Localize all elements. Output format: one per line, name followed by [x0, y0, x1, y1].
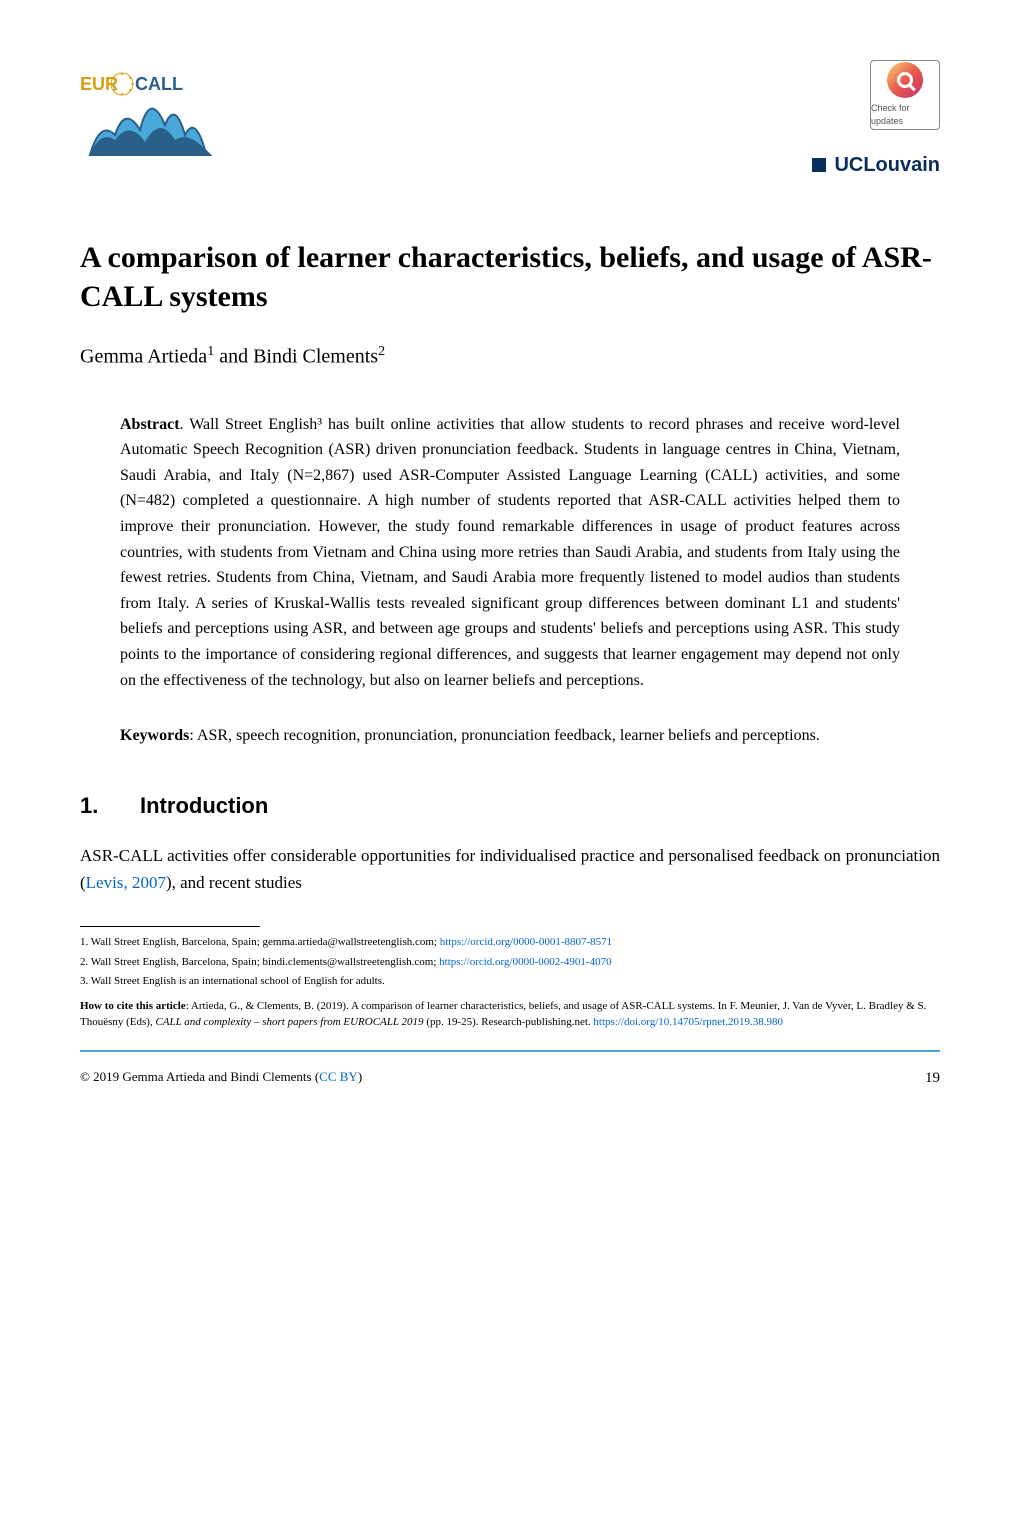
- abstract: Abstract. Wall Street English³ has built…: [120, 412, 900, 694]
- copyright-text: © 2019 Gemma Artieda and Bindi Clements …: [80, 1067, 362, 1090]
- check-updates-icon: [887, 62, 923, 98]
- howto-italic: CALL and complexity – short papers from …: [155, 1016, 423, 1028]
- how-to-cite: How to cite this article: Artieda, G., &…: [80, 999, 940, 1030]
- abstract-label: Abstract: [120, 416, 180, 433]
- keywords-label: Keywords: [120, 727, 189, 744]
- keywords-text: : ASR, speech recognition, pronunciation…: [189, 727, 819, 744]
- uclouvain-logo: UCLouvain: [812, 150, 940, 180]
- howto-text-mid: (pp. 19-25). Research-publishing.net.: [424, 1016, 594, 1028]
- howto-doi-link[interactable]: https://doi.org/10.14705/rpnet.2019.38.9…: [593, 1016, 783, 1028]
- footnote-1-link[interactable]: https://orcid.org/0000-0001-8807-8571: [440, 936, 612, 948]
- section-heading: 1.Introduction: [80, 789, 940, 822]
- svg-text:CALL: CALL: [135, 74, 183, 94]
- howto-label: How to cite this article: [80, 1000, 186, 1012]
- copyright-row: © 2019 Gemma Artieda and Bindi Clements …: [80, 1067, 940, 1090]
- bottom-separator: [80, 1050, 940, 1052]
- citation-link[interactable]: Levis, 2007: [86, 873, 166, 892]
- uclouvain-box-icon: [812, 158, 826, 172]
- page-number: 19: [925, 1067, 940, 1090]
- footnote-2-text: 2. Wall Street English, Barcelona, Spain…: [80, 956, 439, 968]
- eurocall-logo: EUR CALL: [80, 60, 220, 198]
- check-updates-label: Check for updates: [871, 102, 939, 129]
- footnote-3: 3. Wall Street English is an internation…: [80, 974, 940, 989]
- section-number: 1.: [80, 789, 140, 822]
- right-logos: Check for updates UCLouvain: [812, 60, 940, 180]
- footnote-1: 1. Wall Street English, Barcelona, Spain…: [80, 935, 940, 950]
- page-title: A comparison of learner characteristics,…: [80, 238, 940, 316]
- footnote-2: 2. Wall Street English, Barcelona, Spain…: [80, 955, 940, 970]
- uclouvain-text: UCLouvain: [834, 150, 940, 180]
- abstract-text: . Wall Street English³ has built online …: [120, 416, 900, 689]
- copyright-pre: © 2019 Gemma Artieda and Bindi Clements …: [80, 1069, 319, 1084]
- authors: Gemma Artieda1 and Bindi Clements2: [80, 341, 940, 372]
- section-title: Introduction: [140, 793, 268, 818]
- copyright-post: ): [358, 1069, 362, 1084]
- body-text-post: ), and recent studies: [166, 873, 302, 892]
- cc-link[interactable]: CC BY: [319, 1069, 358, 1084]
- footnote-separator: [80, 926, 260, 927]
- keywords: Keywords: ASR, speech recognition, pronu…: [120, 723, 900, 749]
- header-row: EUR CALL Check for updates UCLouvain: [80, 60, 940, 198]
- footnotes: 1. Wall Street English, Barcelona, Spain…: [80, 935, 940, 989]
- footnote-2-link[interactable]: https://orcid.org/0000-0002-4901-4070: [439, 956, 611, 968]
- footnote-1-text: 1. Wall Street English, Barcelona, Spain…: [80, 936, 440, 948]
- check-updates-badge[interactable]: Check for updates: [870, 60, 940, 130]
- body-paragraph: ASR-CALL activities offer considerable o…: [80, 842, 940, 896]
